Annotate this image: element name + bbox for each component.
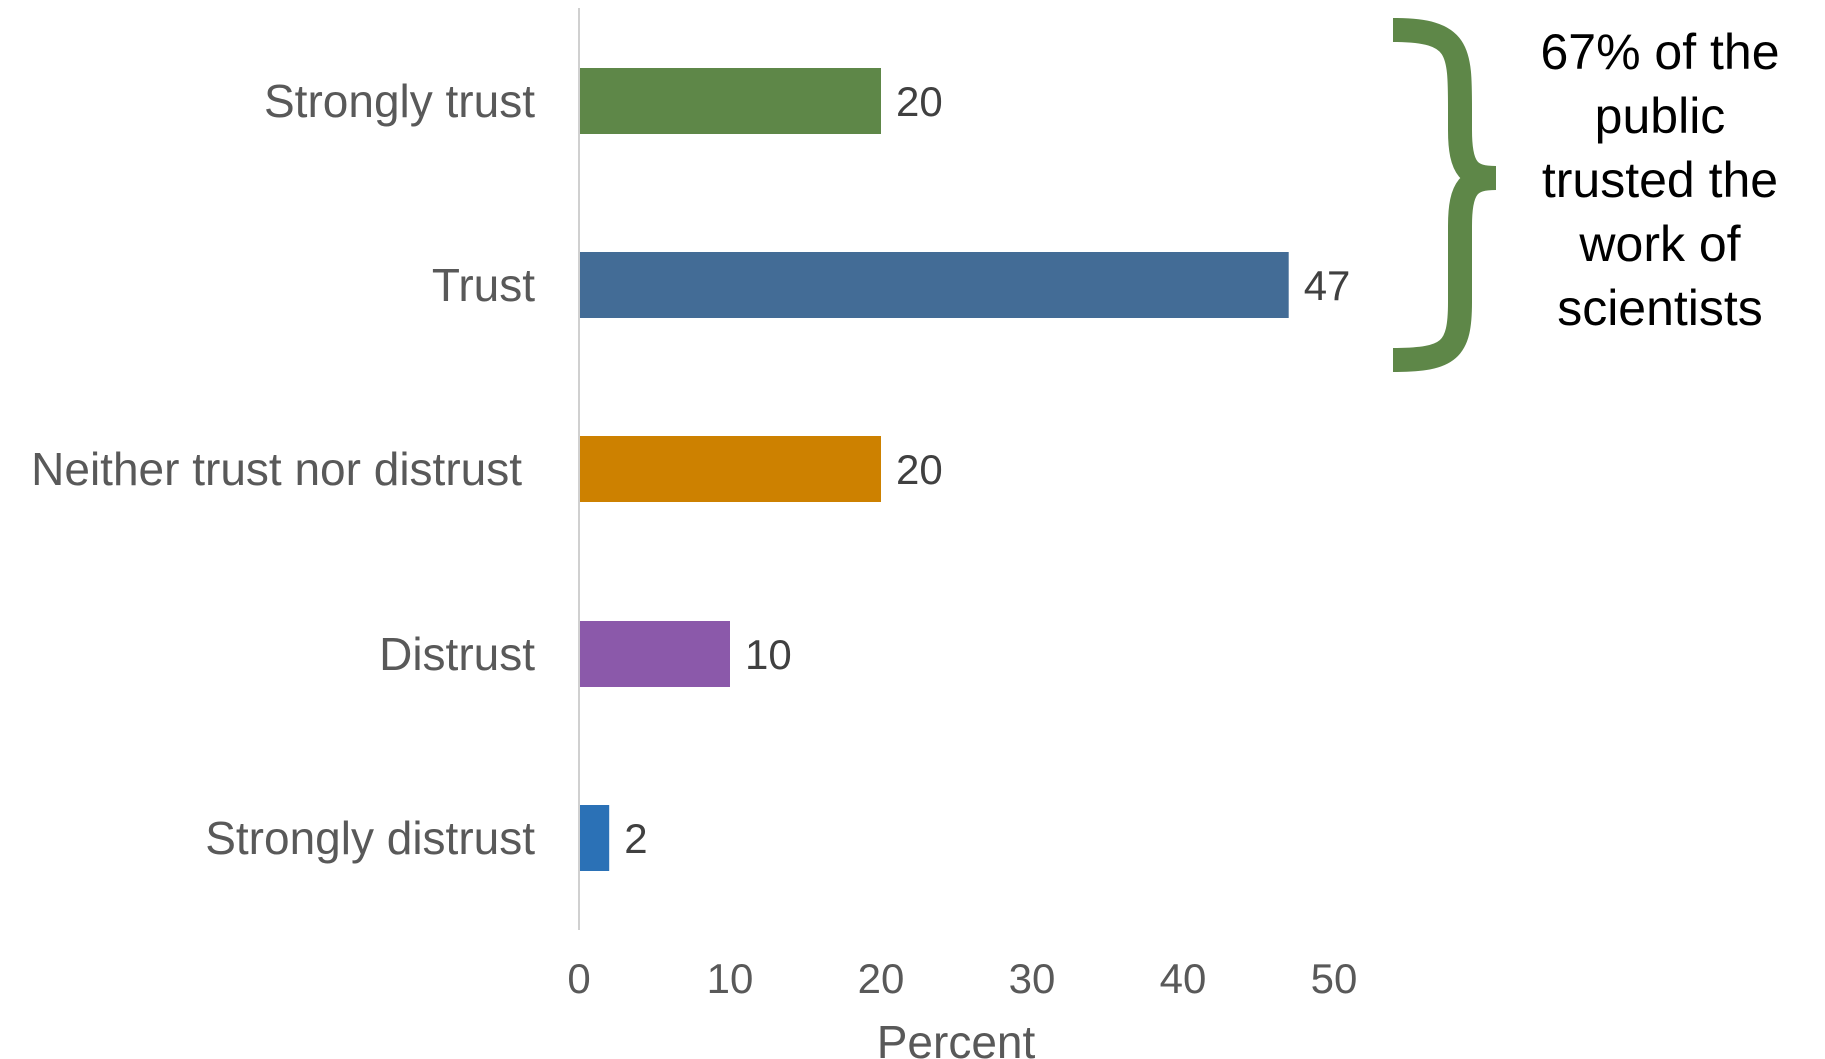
annotation-text: 67% of the public trusted the work of sc… — [1500, 20, 1820, 340]
category-label: Strongly distrust — [205, 812, 535, 864]
brace-icon — [1392, 18, 1497, 372]
bar — [580, 68, 881, 134]
x-tick-label: 0 — [567, 955, 590, 1002]
annotation-line: 67% of the — [1540, 24, 1780, 80]
category-label: Strongly trust — [264, 75, 535, 127]
value-label: 20 — [896, 78, 943, 125]
bar — [580, 621, 730, 687]
annotation-line: public — [1594, 88, 1726, 144]
bar — [580, 252, 1289, 318]
x-tick-label: 20 — [858, 955, 905, 1002]
x-axis-title: Percent — [877, 1016, 1036, 1059]
x-tick-label: 40 — [1160, 955, 1207, 1002]
annotation-line: work of — [1579, 216, 1741, 272]
value-label: 10 — [745, 631, 792, 678]
category-labels: Strongly trust Trust Neither trust nor dis… — [31, 75, 535, 864]
value-label: 20 — [896, 446, 943, 493]
category-label: Trust — [432, 259, 535, 311]
value-label: 47 — [1304, 262, 1351, 309]
value-labels: 20 47 20 10 2 — [624, 78, 1350, 862]
x-tick-label: 10 — [707, 955, 754, 1002]
annotation-line: trusted the — [1541, 152, 1779, 208]
x-tick-labels: 0 10 20 30 40 50 — [567, 955, 1357, 1002]
category-label: Neither trust nor distrust — [31, 443, 522, 495]
value-label: 2 — [624, 815, 647, 862]
x-tick-label: 50 — [1311, 955, 1358, 1002]
x-tick-label: 30 — [1009, 955, 1056, 1002]
bar — [580, 436, 881, 502]
bars-layer — [580, 68, 1289, 871]
bar — [580, 805, 610, 871]
annotation-line: scientists — [1557, 280, 1763, 336]
category-label: Distrust — [379, 628, 535, 680]
